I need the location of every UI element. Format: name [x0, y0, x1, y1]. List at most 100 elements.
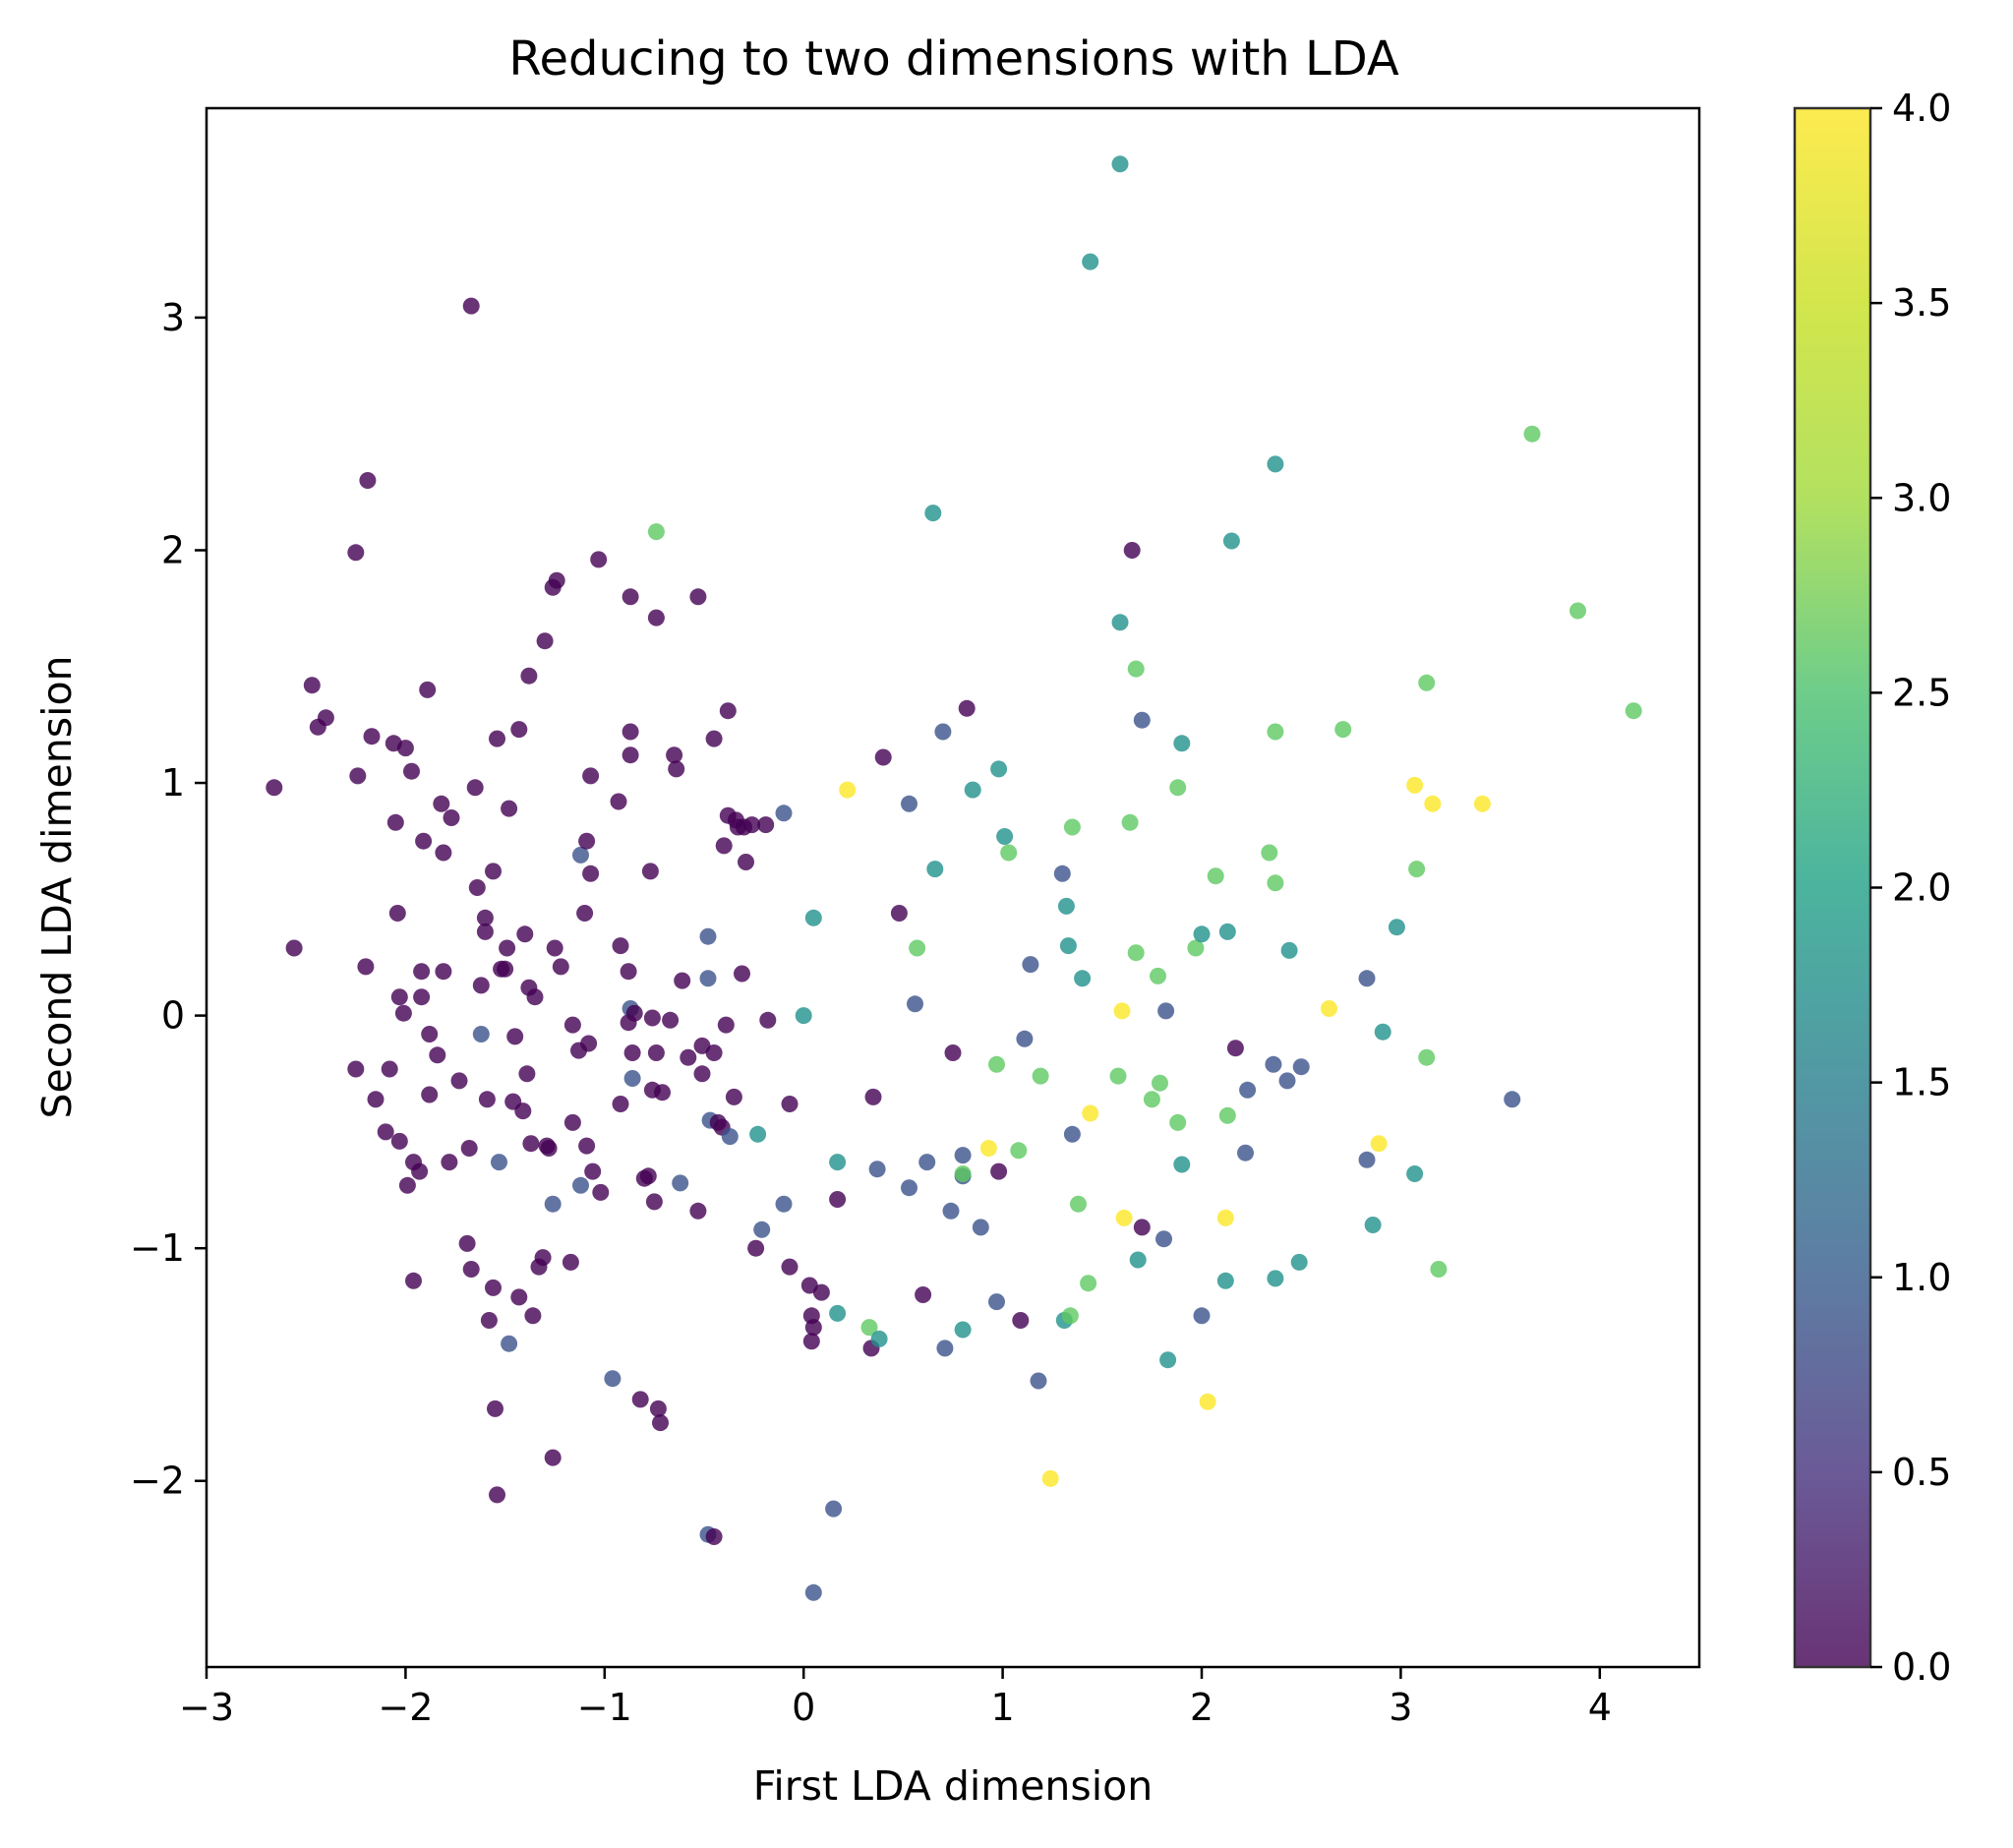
- scatter-point: [874, 748, 892, 766]
- colorbar-tick-label: 4.0: [1892, 87, 1951, 130]
- scatter-point: [580, 1035, 598, 1052]
- scatter-point: [592, 1183, 610, 1201]
- scatter-point: [979, 1140, 997, 1157]
- scatter-point: [1173, 735, 1191, 752]
- scatter-point: [1408, 861, 1426, 878]
- scatter-point: [487, 1400, 503, 1417]
- scatter-point: [462, 297, 480, 315]
- scatter-point: [1173, 1156, 1191, 1173]
- scatter-point: [1334, 721, 1352, 739]
- colorbar-tick-label: 2.0: [1892, 866, 1951, 910]
- scatter-point: [647, 523, 665, 541]
- scatter-point: [734, 965, 750, 983]
- scatter-point: [396, 740, 414, 757]
- scatter-point: [526, 988, 544, 1006]
- scatter-point: [804, 1319, 822, 1337]
- scatter-point: [1358, 970, 1376, 987]
- scatter-point: [699, 927, 717, 945]
- scatter-point: [907, 995, 923, 1013]
- scatter-point: [990, 1162, 1008, 1180]
- scatter-point: [1193, 1307, 1211, 1325]
- x-tick-label: −2: [378, 1686, 433, 1729]
- scatter-point: [680, 1048, 697, 1066]
- scatter-point: [641, 863, 659, 880]
- scatter-point: [1218, 1106, 1236, 1124]
- scatter-point: [419, 681, 437, 698]
- scatter-point: [717, 1016, 735, 1034]
- scatter-point: [612, 937, 629, 955]
- scatter-point: [1157, 1002, 1175, 1020]
- scatter-point: [468, 879, 486, 896]
- scatter-point: [476, 909, 494, 926]
- scatter-point: [1022, 956, 1039, 974]
- scatter-point: [433, 795, 450, 812]
- scatter-point: [415, 832, 433, 850]
- scatter-point: [1278, 1072, 1296, 1090]
- scatter-point: [429, 1046, 446, 1064]
- scatter-point: [672, 1174, 689, 1192]
- scatter-point: [954, 1165, 972, 1182]
- scatter-point: [829, 1304, 847, 1322]
- scatter-point: [623, 1044, 641, 1061]
- scatter-point: [1113, 1002, 1131, 1020]
- scatter-point: [510, 721, 528, 739]
- scatter-point: [890, 905, 908, 922]
- scatter-point: [1569, 602, 1586, 620]
- scatter-point: [775, 1195, 793, 1213]
- chart-title: Reducing to two dimensions with LDA: [508, 31, 1399, 87]
- scatter-point: [1424, 795, 1442, 812]
- scatter-point: [520, 667, 538, 685]
- scatter-point: [1226, 1040, 1244, 1057]
- scatter-point: [870, 1330, 888, 1347]
- scatter-point: [996, 828, 1014, 845]
- y-tick-label: 0: [161, 994, 185, 1038]
- scatter-point: [901, 795, 918, 812]
- scatter-point: [1016, 1030, 1034, 1047]
- scatter-point: [936, 1340, 954, 1357]
- scatter-point: [915, 1286, 932, 1303]
- x-axis-label: First LDA dimension: [753, 1762, 1153, 1810]
- scatter-point: [491, 1154, 507, 1171]
- scatter-point: [988, 1293, 1005, 1311]
- scatter-point: [536, 632, 554, 650]
- scatter-point: [1207, 867, 1224, 885]
- scatter-point: [1111, 155, 1129, 173]
- scatter-point: [317, 709, 334, 727]
- scatter-point: [901, 1179, 918, 1197]
- scatter-point: [944, 1044, 962, 1061]
- scatter-point: [622, 588, 639, 606]
- scatter-point: [480, 1312, 498, 1329]
- scatter-point: [548, 571, 565, 589]
- scatter-point: [563, 1016, 581, 1034]
- scatter-point: [1193, 925, 1211, 943]
- scatter-point: [413, 963, 431, 981]
- scatter-point: [1109, 1067, 1127, 1085]
- scatter-point: [829, 1191, 847, 1208]
- scatter-point: [1418, 1048, 1436, 1066]
- scatter-point: [582, 767, 600, 785]
- scatter-point: [666, 746, 683, 764]
- scatter-point: [662, 1011, 680, 1029]
- scatter-point: [421, 1026, 439, 1043]
- scatter-point: [954, 1321, 972, 1339]
- scatter-point: [825, 1500, 843, 1518]
- scatter-point: [413, 988, 431, 1006]
- y-tick-label: −2: [130, 1460, 185, 1503]
- scatter-point: [1388, 919, 1405, 936]
- scatter-point: [864, 1088, 882, 1105]
- scatter-point: [1504, 1091, 1521, 1108]
- scatter-point: [544, 1449, 562, 1466]
- scatter-point: [1123, 542, 1141, 559]
- scatter-point: [1080, 1275, 1097, 1292]
- colorbar-tick-label: 0.5: [1892, 1451, 1951, 1494]
- y-tick-label: 1: [161, 761, 185, 805]
- scatter-point: [476, 923, 494, 940]
- scatter-point: [988, 1055, 1005, 1073]
- scatter-point: [1406, 1165, 1424, 1182]
- scatter-point: [1063, 818, 1081, 836]
- scatter-point: [757, 816, 775, 834]
- scatter-point: [775, 805, 793, 822]
- scatter-point: [1063, 1125, 1081, 1143]
- scatter-point: [689, 588, 707, 606]
- scatter-point: [590, 551, 608, 568]
